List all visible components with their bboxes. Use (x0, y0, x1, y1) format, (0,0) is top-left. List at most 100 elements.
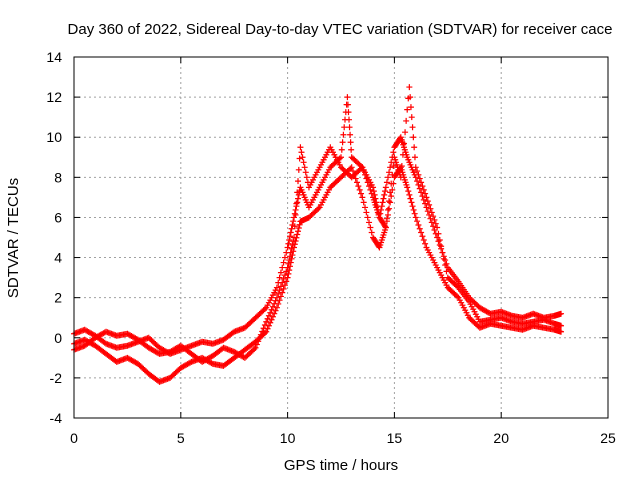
data-point (362, 204, 369, 211)
data-point (296, 221, 303, 228)
data-point (373, 199, 380, 206)
data-point (368, 229, 375, 236)
data-point (291, 210, 298, 217)
data-point (432, 220, 439, 227)
data-point (294, 189, 301, 196)
data-point (364, 214, 371, 221)
data-point (271, 300, 278, 307)
data-point (340, 131, 347, 138)
data-point (285, 260, 292, 267)
data-point (386, 169, 393, 176)
data-point (287, 249, 294, 256)
x-axis-label: GPS time / hours (284, 457, 398, 474)
data-point (294, 199, 301, 206)
data-point (443, 260, 450, 267)
data-point (558, 322, 565, 329)
data-point (387, 199, 394, 206)
data-point (415, 171, 422, 178)
data-point (454, 283, 461, 290)
data-point (284, 244, 291, 251)
data-point (338, 146, 345, 153)
data-point (443, 268, 450, 275)
x-tick-label: 15 (387, 430, 403, 446)
data-point (436, 237, 443, 244)
axis-ticks: 0 5 10 15 20 25 -4 -2 0 2 4 6 8 10 12 14 (46, 49, 616, 446)
data-point (293, 200, 300, 207)
data-point (442, 257, 449, 264)
data-point (380, 195, 387, 202)
data-point (372, 195, 379, 202)
data-point (295, 195, 302, 202)
data-point (375, 210, 382, 217)
data-point (388, 193, 395, 200)
data-point (253, 341, 260, 348)
data-point (302, 169, 309, 176)
data-point (382, 224, 389, 231)
data-point (344, 94, 351, 101)
data-point (384, 206, 391, 213)
data-point (292, 211, 299, 218)
data-point (300, 159, 307, 166)
data-point (408, 199, 415, 206)
data-point (407, 104, 414, 111)
x-tick-label: 25 (600, 430, 616, 446)
data-point (281, 272, 288, 279)
data-point (418, 229, 425, 236)
data-point (387, 189, 394, 196)
data-point (257, 331, 264, 338)
data-point (402, 129, 409, 136)
data-point (279, 264, 286, 271)
data-point (346, 116, 353, 123)
data-point (426, 201, 433, 208)
data-point (252, 344, 259, 351)
data-point (347, 139, 354, 146)
data-point (558, 310, 565, 317)
data-point (295, 166, 302, 173)
data-point (398, 163, 405, 170)
y-tick-label: -4 (50, 410, 63, 426)
data-point (367, 224, 374, 231)
data-point (315, 205, 322, 212)
data-point (251, 346, 258, 353)
data-point (387, 164, 394, 171)
data-point (416, 225, 423, 232)
data-point (281, 254, 288, 261)
data-point (409, 203, 416, 210)
y-tick-label: 4 (54, 250, 62, 266)
data-point (419, 233, 426, 240)
data-point (260, 325, 267, 332)
data-point (412, 214, 419, 221)
data-point (390, 163, 397, 170)
data-point (403, 117, 410, 124)
data-point (303, 174, 310, 181)
data-point (389, 171, 396, 178)
data-point (370, 188, 377, 195)
data-point (439, 249, 446, 256)
data-point (363, 209, 370, 216)
data-point (256, 335, 263, 342)
gridlines (74, 57, 608, 418)
data-point (358, 165, 365, 172)
data-point (348, 164, 355, 171)
data-point (283, 268, 290, 275)
data-point (287, 233, 294, 240)
data-point (405, 188, 412, 195)
data-point (436, 242, 443, 249)
chart-title: Day 360 of 2022, Sidereal Day-to-day VTE… (68, 21, 613, 38)
data-point (289, 242, 296, 249)
data-point (411, 210, 418, 217)
data-point (347, 131, 354, 138)
data-point (388, 180, 395, 187)
data-point (280, 259, 287, 266)
data-point (344, 101, 351, 108)
data-point (442, 262, 449, 269)
data-point (401, 140, 408, 147)
data-point (275, 290, 282, 297)
data-point (265, 312, 272, 319)
data-point (298, 149, 305, 156)
data-point (285, 240, 292, 247)
data-point (412, 164, 419, 171)
data-point (299, 154, 306, 161)
data-point (424, 198, 431, 205)
